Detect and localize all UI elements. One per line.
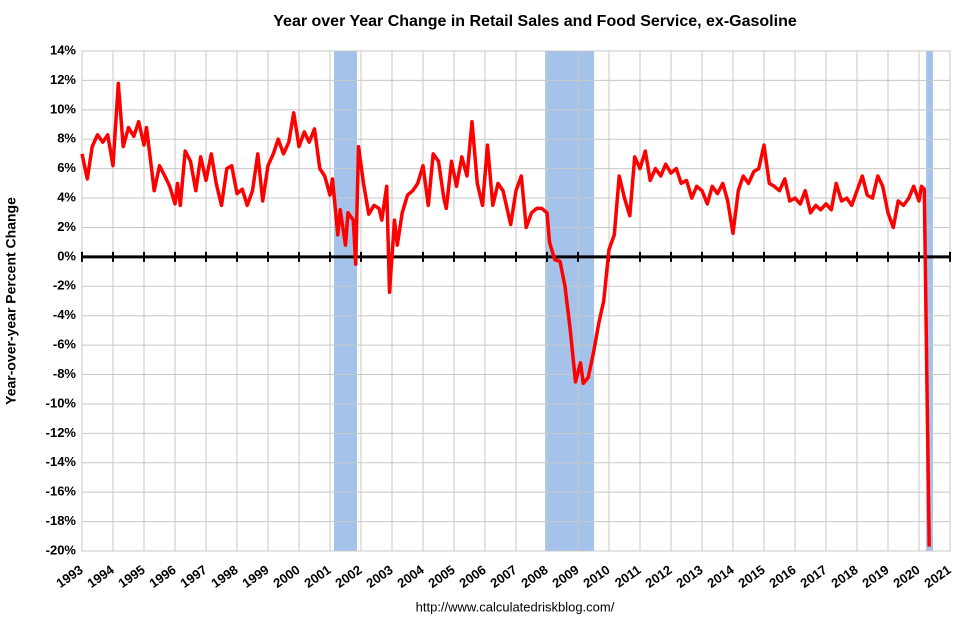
x-tick-label: 2001 [301, 562, 333, 591]
x-tick-label: 2019 [859, 562, 891, 591]
x-tick-label: 2003 [363, 562, 395, 591]
y-tick-label: -12% [46, 425, 77, 440]
x-tick-label: 2017 [797, 562, 829, 591]
y-tick-label: -16% [46, 484, 77, 499]
y-tick-label: 10% [50, 101, 76, 116]
y-tick-label: 0% [57, 248, 76, 263]
x-tick-label: 2014 [704, 562, 737, 591]
x-tick-label: 2000 [270, 562, 302, 591]
y-axis-label: Year-over-year Percent Change [3, 197, 19, 405]
x-tick-label: 2021 [921, 562, 953, 591]
x-tick-label: 2015 [735, 562, 767, 591]
x-tick-label: 2005 [425, 562, 457, 591]
y-tick-label: 8% [57, 131, 76, 146]
x-tick-label: 2013 [673, 562, 705, 591]
y-tick-label: 6% [57, 160, 76, 175]
x-tick-label: 2020 [890, 562, 922, 591]
data-line [80, 81, 931, 547]
y-tick-label: -4% [53, 307, 77, 322]
recession-band [545, 51, 595, 551]
y-tick-label: 12% [50, 72, 76, 87]
y-tick-label: -6% [53, 337, 77, 352]
y-tick-label: 2% [57, 219, 76, 234]
y-tick-label: 4% [57, 189, 76, 204]
y-tick-label: -18% [46, 513, 77, 528]
source: http://www.calculatedriskblog.com/ [416, 599, 615, 614]
x-tick-label: 2008 [518, 562, 550, 591]
recession-band [334, 51, 357, 551]
y-tick-label: -14% [46, 454, 77, 469]
x-tick-label: 2012 [642, 562, 674, 591]
x-tick-label: 2004 [394, 562, 427, 591]
x-tick-label: 2011 [612, 562, 644, 590]
x-tick-label: 2009 [549, 562, 581, 591]
y-tick-label: -20% [46, 542, 77, 557]
x-tick-label: 1995 [115, 562, 147, 591]
x-tick-label: 2016 [766, 562, 798, 591]
x-tick-label: 1993 [53, 562, 85, 591]
x-tick-label: 1994 [84, 562, 117, 591]
x-tick-label: 1999 [239, 562, 271, 591]
x-tick-label: 1996 [146, 562, 178, 591]
x-tick-label: 1998 [208, 562, 240, 591]
y-tick-label: 14% [50, 42, 76, 57]
x-tick-label: 1997 [177, 562, 209, 591]
y-tick-label: -8% [53, 366, 77, 381]
y-tick-label: -10% [46, 395, 77, 410]
recession-band [926, 51, 933, 551]
x-tick-label: 2002 [332, 562, 364, 591]
x-tick-label: 2006 [456, 562, 488, 591]
x-tick-label: 2010 [580, 562, 612, 591]
chart-title: Year over Year Change in Retail Sales an… [273, 13, 797, 30]
x-tick-label: 2018 [828, 562, 860, 591]
y-tick-label: -2% [53, 278, 77, 293]
x-tick-label: 2007 [487, 562, 519, 591]
